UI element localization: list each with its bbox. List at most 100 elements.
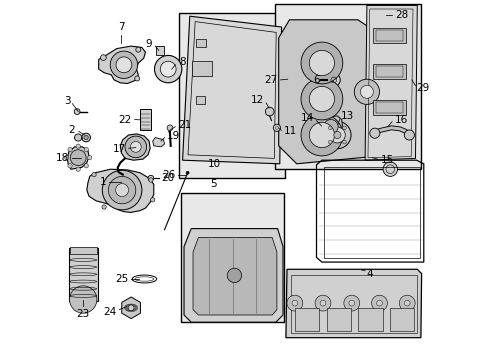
Text: 22: 22 <box>118 114 132 125</box>
Text: 18: 18 <box>56 153 69 163</box>
Polygon shape <box>67 147 89 169</box>
Circle shape <box>328 140 331 144</box>
Text: 3: 3 <box>64 96 71 106</box>
Polygon shape <box>278 20 386 164</box>
Bar <box>140 109 151 130</box>
Circle shape <box>74 109 80 114</box>
Text: 16: 16 <box>394 114 407 125</box>
Text: 6: 6 <box>312 75 319 85</box>
Circle shape <box>382 162 397 176</box>
Circle shape <box>76 167 80 171</box>
Bar <box>156 46 164 55</box>
Text: 21: 21 <box>178 120 191 130</box>
Circle shape <box>150 198 155 202</box>
Text: 1: 1 <box>100 177 106 187</box>
Circle shape <box>301 114 342 156</box>
Circle shape <box>116 57 132 73</box>
Circle shape <box>301 42 342 84</box>
Bar <box>196 96 204 104</box>
Text: 7: 7 <box>118 22 124 32</box>
Circle shape <box>110 51 137 78</box>
Polygon shape <box>120 134 150 160</box>
Circle shape <box>68 164 72 168</box>
Circle shape <box>130 141 141 152</box>
Circle shape <box>301 78 342 120</box>
Bar <box>294 308 319 331</box>
Bar <box>389 308 413 331</box>
Text: 23: 23 <box>77 309 90 319</box>
Bar <box>375 66 403 77</box>
Circle shape <box>326 73 340 86</box>
Circle shape <box>342 126 346 130</box>
Circle shape <box>227 268 241 283</box>
Circle shape <box>348 300 354 306</box>
Bar <box>181 193 284 322</box>
Circle shape <box>154 55 182 83</box>
Circle shape <box>84 164 88 168</box>
Text: 25: 25 <box>115 274 128 284</box>
Text: 4: 4 <box>366 269 373 279</box>
Text: 24: 24 <box>103 307 116 317</box>
Circle shape <box>148 178 153 182</box>
Text: 17: 17 <box>112 144 125 154</box>
Polygon shape <box>365 5 416 160</box>
Text: 26: 26 <box>162 170 175 180</box>
Circle shape <box>404 300 409 306</box>
Circle shape <box>102 170 142 210</box>
Circle shape <box>68 147 72 152</box>
Text: 20: 20 <box>162 173 175 183</box>
Circle shape <box>134 76 140 81</box>
Circle shape <box>399 295 414 311</box>
Polygon shape <box>182 16 281 164</box>
Bar <box>70 247 96 254</box>
Circle shape <box>70 150 86 166</box>
Circle shape <box>369 128 379 138</box>
Circle shape <box>360 85 373 98</box>
Text: 12: 12 <box>250 95 264 105</box>
Text: 8: 8 <box>179 57 185 67</box>
Text: 19: 19 <box>167 131 180 141</box>
Circle shape <box>128 305 134 311</box>
Text: 28: 28 <box>394 10 407 20</box>
Text: 15: 15 <box>380 155 393 165</box>
Circle shape <box>102 205 106 209</box>
Circle shape <box>309 86 334 112</box>
Text: 11: 11 <box>284 126 297 136</box>
Bar <box>375 30 403 41</box>
Circle shape <box>84 135 88 140</box>
Polygon shape <box>285 269 421 338</box>
Circle shape <box>314 295 330 311</box>
Circle shape <box>167 125 172 131</box>
Circle shape <box>87 156 92 160</box>
Circle shape <box>329 127 345 143</box>
Circle shape <box>108 176 136 204</box>
Circle shape <box>69 286 97 313</box>
Circle shape <box>136 47 141 52</box>
Bar <box>69 248 98 301</box>
Circle shape <box>160 61 176 77</box>
Circle shape <box>92 172 96 177</box>
Circle shape <box>328 126 331 130</box>
Text: 10: 10 <box>207 159 220 169</box>
Circle shape <box>323 121 350 149</box>
Text: 5: 5 <box>210 179 217 189</box>
Circle shape <box>125 136 146 158</box>
Text: 14: 14 <box>300 113 313 123</box>
Polygon shape <box>87 169 153 212</box>
Bar <box>373 28 405 43</box>
Text: 13: 13 <box>340 111 353 121</box>
Circle shape <box>148 175 153 181</box>
Bar <box>179 13 285 178</box>
Bar <box>196 39 205 47</box>
Circle shape <box>404 130 413 140</box>
Polygon shape <box>183 229 283 322</box>
Bar <box>358 308 382 331</box>
Text: 2: 2 <box>68 125 75 135</box>
Circle shape <box>371 295 386 311</box>
Polygon shape <box>152 138 164 147</box>
Bar <box>192 61 212 76</box>
Polygon shape <box>122 297 140 319</box>
Circle shape <box>76 144 80 148</box>
Circle shape <box>286 295 302 311</box>
Polygon shape <box>320 116 342 137</box>
